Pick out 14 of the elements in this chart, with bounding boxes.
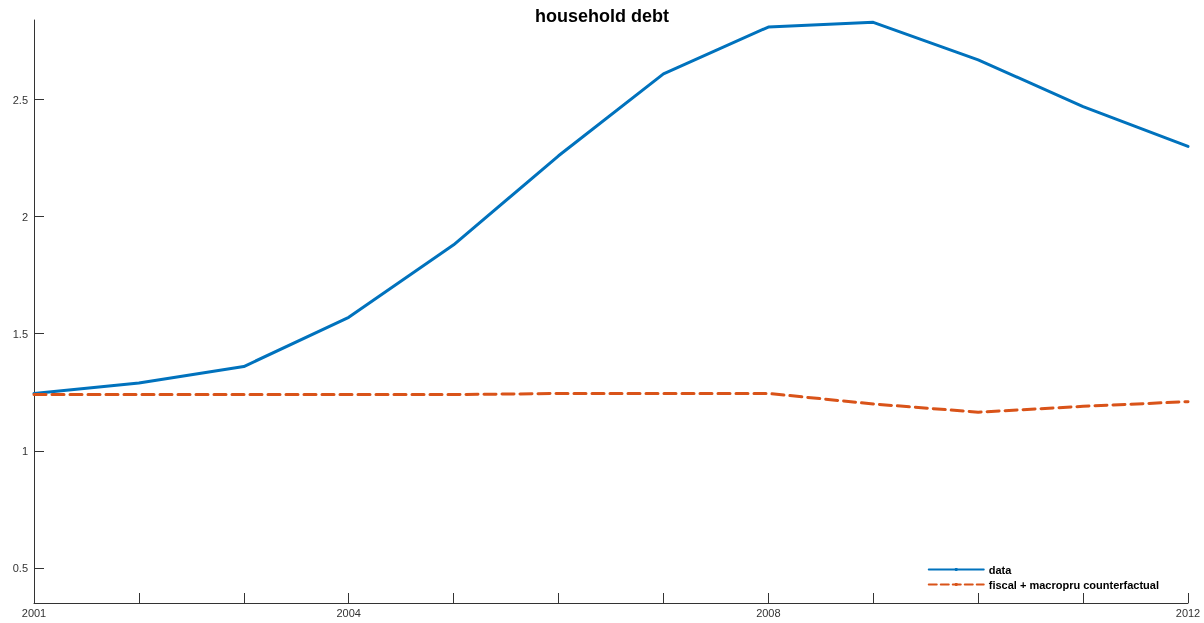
x-tick-label: 2004: [336, 606, 361, 619]
line-series: [32, 20, 1190, 395]
y-tick-label: 2.5: [12, 93, 28, 106]
legend-label: data: [988, 563, 1013, 576]
x-tick-label: 2012: [1175, 606, 1201, 619]
x-tick-label: 2008: [756, 606, 781, 619]
y-tick-label: 0.5: [12, 561, 28, 574]
line-series: [32, 391, 1190, 414]
chart-title: household debt: [535, 6, 669, 26]
legend-label: fiscal + macropru counterfactual: [988, 578, 1159, 591]
y-tick-label: 2: [21, 210, 28, 223]
y-tick-label: 1: [21, 444, 28, 457]
x-tick-label: 2001: [21, 606, 47, 619]
y-tick-label: 1.5: [12, 327, 28, 340]
